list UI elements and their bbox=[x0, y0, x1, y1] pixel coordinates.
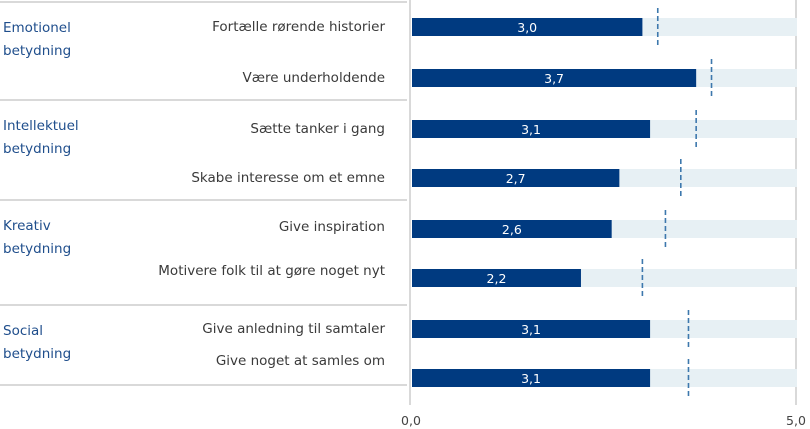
bars-layer: 3,0 3,7 3,1 2,7 2,6 2,2 3,1 3,1 bbox=[412, 8, 797, 397]
labels-layer: Emotionel betydning Fortælle rørende histo… bbox=[3, 19, 385, 369]
group-label: betydning bbox=[3, 346, 71, 362]
category-label: Give inspiration bbox=[279, 219, 385, 235]
group-label: Emotionel bbox=[3, 20, 71, 36]
group-label: Intellektuel bbox=[3, 118, 79, 134]
bar bbox=[412, 320, 651, 338]
category-label: Give noget at samles om bbox=[216, 353, 385, 369]
bar bbox=[412, 120, 651, 138]
category-label: Fortælle rørende historier bbox=[212, 19, 385, 35]
category-label: Motivere folk til at gøre noget nyt bbox=[158, 263, 385, 279]
bar-value-label: 3,7 bbox=[544, 71, 564, 86]
grid-layer bbox=[0, 0, 797, 405]
group-label: Kreativ bbox=[3, 218, 51, 234]
bar-value-label: 3,1 bbox=[521, 322, 541, 337]
category-label: Skabe interesse om et emne bbox=[191, 170, 385, 186]
bar-value-label: 2,6 bbox=[502, 222, 522, 237]
bar bbox=[412, 369, 651, 387]
bar bbox=[412, 220, 612, 238]
bar bbox=[412, 269, 581, 287]
bar-value-label: 2,2 bbox=[487, 271, 507, 286]
bar bbox=[412, 169, 620, 187]
x-tick-label-max: 5,0 bbox=[786, 413, 806, 428]
bar-value-label: 3,1 bbox=[521, 122, 541, 137]
category-label: Være underholdende bbox=[242, 70, 385, 86]
group-label: betydning bbox=[3, 43, 71, 59]
x-axis: 0,0 5,0 bbox=[401, 413, 806, 428]
group-label: Social bbox=[3, 323, 43, 339]
category-label: Sætte tanker i gang bbox=[250, 121, 385, 137]
bar-value-label: 2,7 bbox=[506, 171, 526, 186]
bar-value-label: 3,1 bbox=[521, 371, 541, 386]
bar-value-label: 3,0 bbox=[517, 20, 537, 35]
group-label: betydning bbox=[3, 141, 71, 157]
category-label: Give anledning til samtaler bbox=[202, 321, 385, 337]
bar bbox=[412, 18, 643, 36]
bar bbox=[412, 69, 697, 87]
group-label: betydning bbox=[3, 241, 71, 257]
x-tick-label-min: 0,0 bbox=[401, 413, 421, 428]
